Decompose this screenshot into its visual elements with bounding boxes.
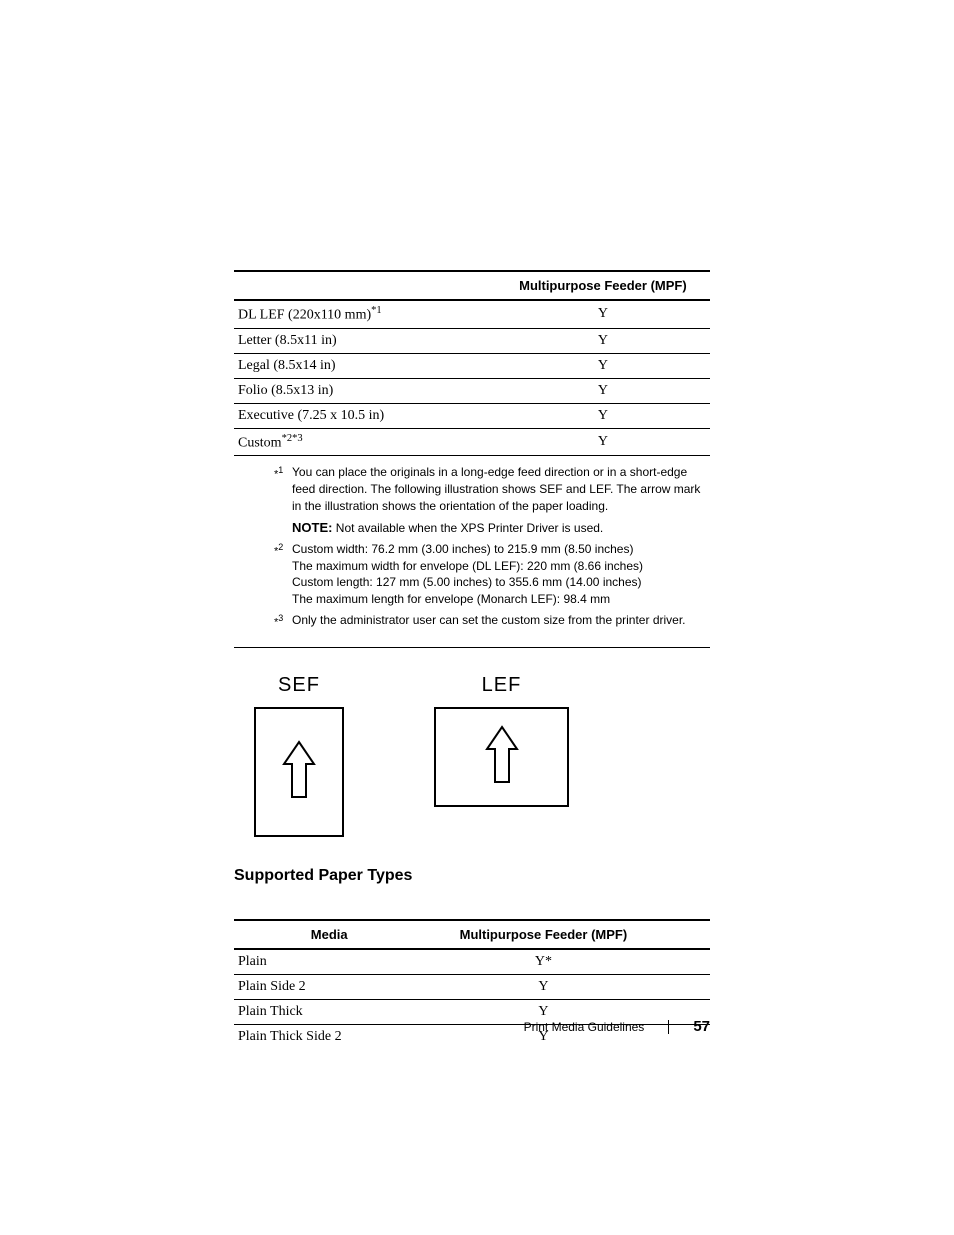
table-header-row: Multipurpose Feeder (MPF): [234, 271, 710, 300]
col-header-media: [234, 271, 496, 300]
media-cell: Legal (8.5x14 in): [234, 353, 496, 378]
col-header-mpf2: Multipurpose Feeder (MPF): [424, 920, 662, 949]
mpf-cell: Y: [496, 328, 710, 353]
media-cell: Plain Thick Side 2: [234, 1025, 424, 1050]
mpf-cell: Y: [496, 403, 710, 428]
footer-divider-icon: [668, 1020, 669, 1034]
section-heading-supported-paper-types: Supported Paper Types: [234, 867, 710, 885]
media-cell: Custom*2*3: [234, 428, 496, 456]
note-row: NOTE: Not available when the XPS Printer…: [234, 519, 710, 537]
page-content: Multipurpose Feeder (MPF) DL LEF (220x11…: [0, 0, 954, 1049]
footnote-2-marker: *2: [274, 541, 292, 560]
table-row: Custom*2*3Y: [234, 428, 710, 456]
page-footer: Print Media Guidelines 57: [524, 1018, 710, 1035]
sef-diagram: SEF: [254, 674, 344, 837]
media-cell: Plain: [234, 949, 424, 975]
media-cell: Letter (8.5x11 in): [234, 328, 496, 353]
footnote-1-text: You can place the originals in a long-ed…: [292, 464, 710, 514]
footnote-3-text: Only the administrator user can set the …: [292, 612, 710, 629]
mpf-cell: Y: [424, 975, 662, 1000]
media-cell: DL LEF (220x110 mm)*1: [234, 300, 496, 328]
footnote-2-text: Custom width: 76.2 mm (3.00 inches) to 2…: [292, 541, 710, 608]
mpf-cell: Y: [496, 353, 710, 378]
footnote-2-line3: Custom length: 127 mm (5.00 inches) to 3…: [292, 574, 710, 591]
footer-title: Print Media Guidelines: [524, 1020, 645, 1034]
footnote-1-marker: *1: [274, 464, 292, 483]
table-row: DL LEF (220x110 mm)*1Y: [234, 300, 710, 328]
footnote-2-line2: The maximum width for envelope (DL LEF):…: [292, 558, 710, 575]
table-row: PlainY*: [234, 949, 710, 975]
mpf-cell: Y: [496, 428, 710, 456]
paper-sizes-table: Multipurpose Feeder (MPF) DL LEF (220x11…: [234, 270, 710, 456]
footnote-3: *3 Only the administrator user can set t…: [234, 612, 710, 631]
empty-cell: [662, 949, 710, 975]
media-cell: Plain Thick: [234, 1000, 424, 1025]
col-header-mpf: Multipurpose Feeder (MPF): [496, 271, 710, 300]
mpf-cell: Y*: [424, 949, 662, 975]
note-text: Not available when the XPS Printer Drive…: [332, 521, 603, 535]
lef-label: LEF: [482, 674, 522, 697]
table2-header-row: Media Multipurpose Feeder (MPF): [234, 920, 710, 949]
lef-paper-icon: [434, 707, 569, 807]
footnote-2-line4: The maximum length for envelope (Monarch…: [292, 591, 710, 608]
footnote-2-line1: Custom width: 76.2 mm (3.00 inches) to 2…: [292, 541, 710, 558]
media-cell: Folio (8.5x13 in): [234, 378, 496, 403]
col-header-empty: [662, 920, 710, 949]
footnotes-block: *1 You can place the originals in a long…: [234, 464, 710, 648]
table-row: Legal (8.5x14 in)Y: [234, 353, 710, 378]
table-row: Plain Side 2Y: [234, 975, 710, 1000]
sef-paper-icon: [254, 707, 344, 837]
table1-body: DL LEF (220x110 mm)*1YLetter (8.5x11 in)…: [234, 300, 710, 456]
arrow-up-icon: [482, 722, 522, 792]
orientation-diagrams: SEF LEF: [234, 674, 710, 837]
media-cell: Executive (7.25 x 10.5 in): [234, 403, 496, 428]
empty-cell: [662, 975, 710, 1000]
col-header-media2: Media: [234, 920, 424, 949]
lef-diagram: LEF: [434, 674, 569, 837]
table-row: Folio (8.5x13 in)Y: [234, 378, 710, 403]
note-label: NOTE:: [292, 520, 332, 535]
sef-label: SEF: [278, 674, 320, 697]
footnote-3-marker: *3: [274, 612, 292, 631]
table-row: Executive (7.25 x 10.5 in)Y: [234, 403, 710, 428]
footnote-1: *1 You can place the originals in a long…: [234, 464, 710, 514]
footnote-2: *2 Custom width: 76.2 mm (3.00 inches) t…: [234, 541, 710, 608]
media-cell: Plain Side 2: [234, 975, 424, 1000]
table-row: Letter (8.5x11 in)Y: [234, 328, 710, 353]
mpf-cell: Y: [496, 378, 710, 403]
mpf-cell: Y: [496, 300, 710, 328]
arrow-up-icon: [279, 737, 319, 807]
page-number: 57: [693, 1018, 710, 1035]
